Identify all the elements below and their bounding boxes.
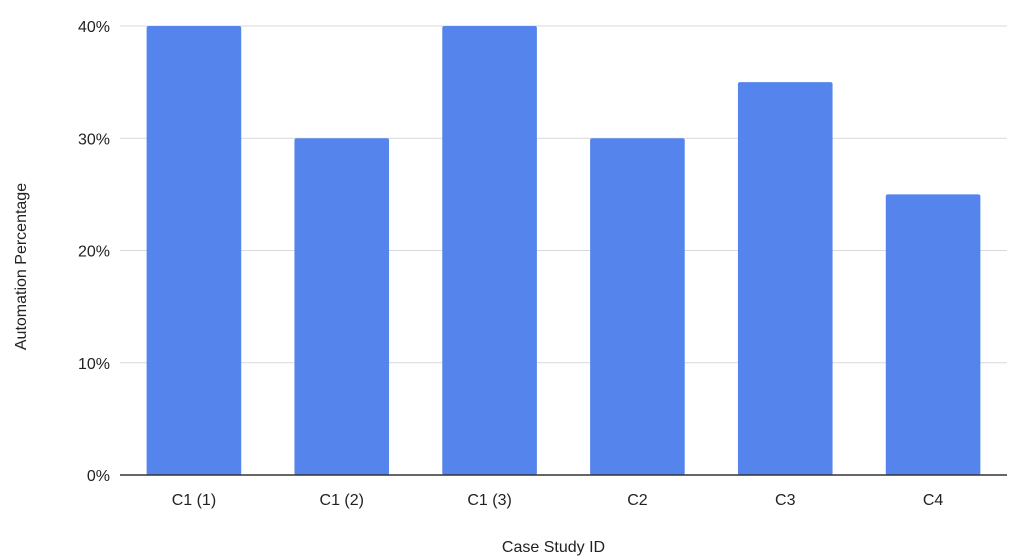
bar	[146, 26, 242, 475]
y-axis-title: Automation Percentage	[13, 183, 30, 350]
y-tick-label: 10%	[78, 356, 110, 373]
bar	[442, 26, 537, 475]
x-tick-label: C3	[775, 492, 796, 509]
x-tick-label: C1 (1)	[172, 492, 216, 509]
x-axis-title: Case Study ID	[502, 539, 605, 556]
bars	[146, 26, 981, 475]
y-tick-label: 30%	[78, 131, 110, 148]
gridlines	[120, 25, 1007, 364]
x-tick-label: C1 (3)	[467, 492, 511, 509]
y-tick-label: 0%	[87, 468, 110, 485]
y-axis-ticks: 0% 10% 20% 30% 40%	[78, 19, 110, 485]
bar	[737, 82, 833, 475]
x-axis-ticks: C1 (1) C1 (2) C1 (3) C2 C3 C4	[172, 492, 944, 509]
bar	[294, 138, 390, 475]
x-tick-label: C2	[627, 492, 648, 509]
bar	[590, 138, 685, 475]
bar	[885, 194, 981, 475]
x-tick-label: C4	[923, 492, 944, 509]
y-tick-label: 40%	[78, 19, 110, 36]
y-tick-label: 20%	[78, 244, 110, 261]
x-tick-label: C1 (2)	[320, 492, 364, 509]
